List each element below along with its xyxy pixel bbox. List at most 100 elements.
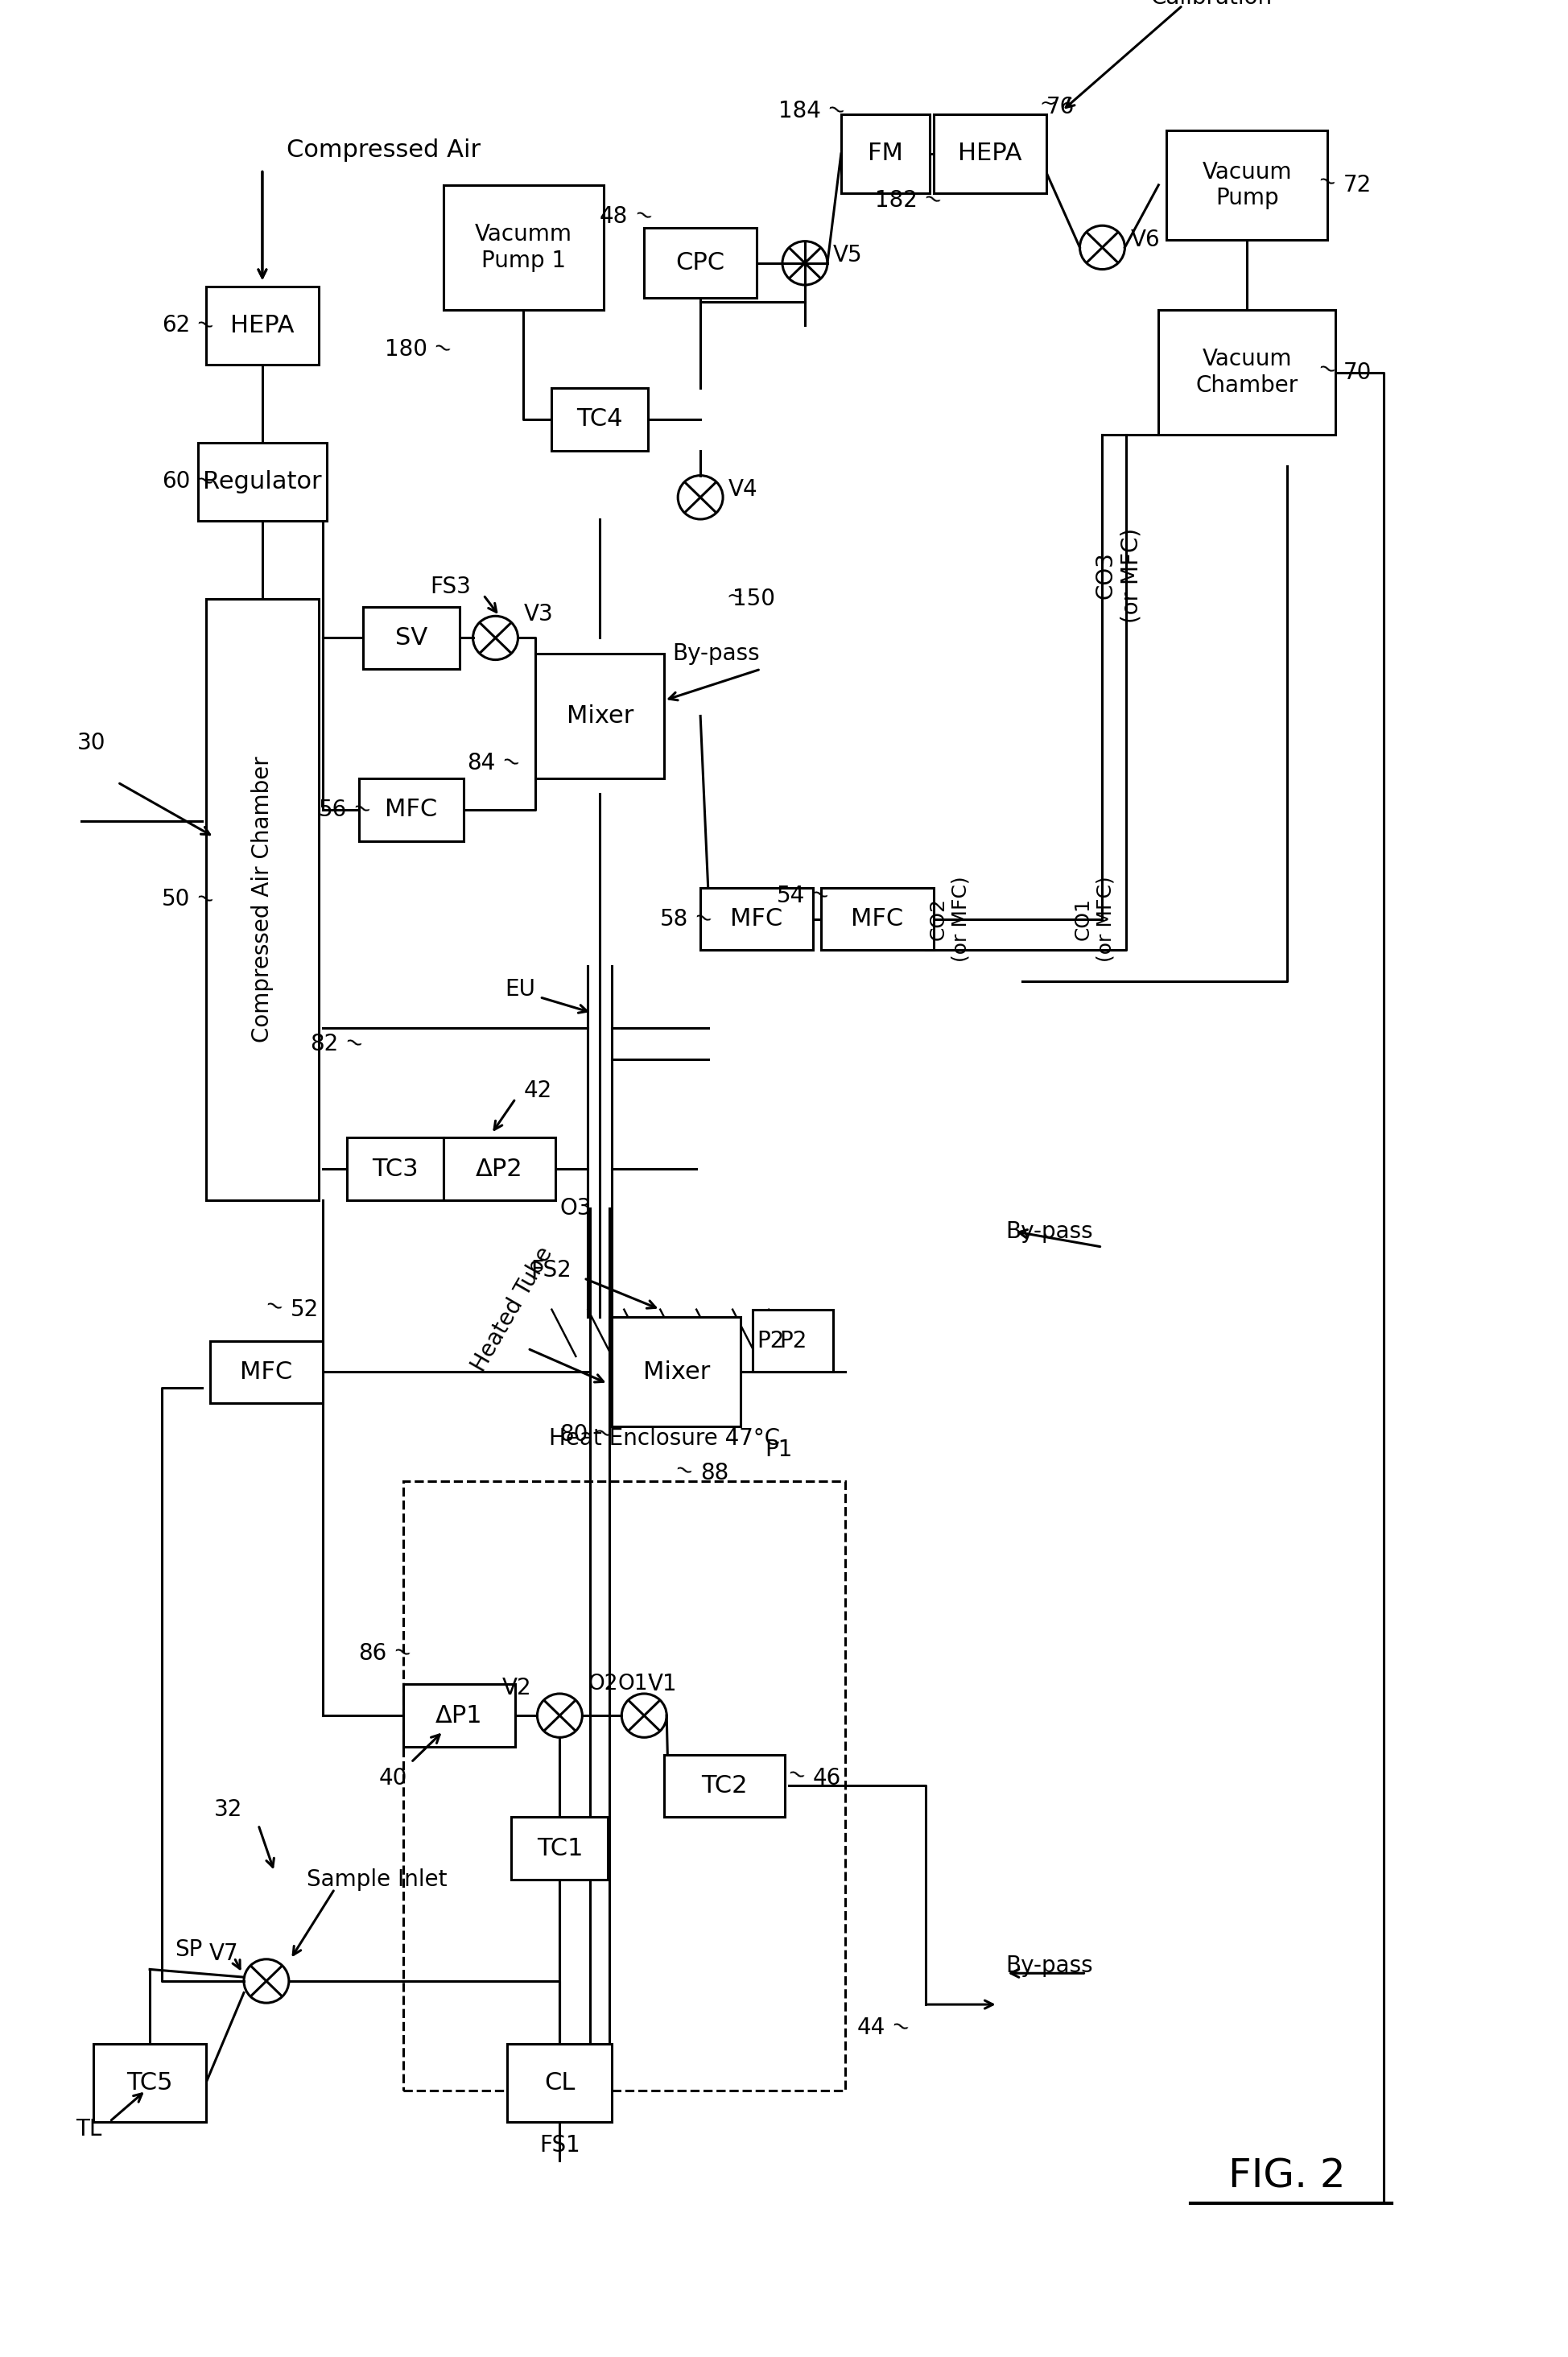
Text: SV: SV xyxy=(395,627,426,651)
Text: 48: 48 xyxy=(599,205,629,229)
Text: SP: SP xyxy=(174,1937,202,1961)
Text: ~: ~ xyxy=(887,2015,913,2041)
Text: TC2: TC2 xyxy=(701,1775,748,1798)
Text: Calibration: Calibration xyxy=(1151,0,1272,9)
Text: MFC: MFC xyxy=(731,907,782,931)
Bar xyxy=(444,184,604,309)
Text: 32: 32 xyxy=(213,1798,241,1820)
Bar xyxy=(612,1318,740,1426)
Text: FIG. 2: FIG. 2 xyxy=(1229,2157,1345,2197)
Text: Vacuum
Pump: Vacuum Pump xyxy=(1203,160,1292,210)
Text: EU: EU xyxy=(505,978,536,1002)
Text: HEPA: HEPA xyxy=(230,313,295,337)
Text: Sample Inlet: Sample Inlet xyxy=(307,1869,447,1890)
Text: 72: 72 xyxy=(1344,174,1372,196)
Text: ΔP1: ΔP1 xyxy=(436,1704,483,1728)
Text: ~: ~ xyxy=(193,886,218,912)
Text: Mixer: Mixer xyxy=(566,705,633,728)
Bar xyxy=(536,653,665,778)
Text: CO2
(or MFC): CO2 (or MFC) xyxy=(928,877,971,962)
Bar xyxy=(822,889,933,950)
Text: V1: V1 xyxy=(648,1673,677,1695)
Text: P2: P2 xyxy=(779,1329,806,1353)
Bar xyxy=(552,389,648,450)
Text: ~: ~ xyxy=(1040,94,1057,113)
Text: ~: ~ xyxy=(193,469,218,495)
Bar xyxy=(1159,309,1336,436)
Text: ~: ~ xyxy=(808,882,833,910)
Text: TC4: TC4 xyxy=(577,408,622,431)
Bar xyxy=(198,443,326,521)
Text: 58: 58 xyxy=(660,907,688,931)
Text: 30: 30 xyxy=(77,733,105,754)
Text: MFC: MFC xyxy=(851,907,903,931)
Bar xyxy=(644,229,757,299)
Bar xyxy=(840,115,930,193)
Bar xyxy=(753,1310,833,1372)
Bar xyxy=(508,2044,612,2121)
Bar xyxy=(1167,130,1328,240)
Text: Heat Enclosure 47°C: Heat Enclosure 47°C xyxy=(549,1428,779,1450)
Text: Heated Tube: Heated Tube xyxy=(467,1242,557,1376)
Text: By-pass: By-pass xyxy=(1005,1221,1093,1242)
Text: 180: 180 xyxy=(384,337,426,361)
Bar xyxy=(403,1685,516,1747)
Text: O2: O2 xyxy=(588,1673,618,1695)
Text: 52: 52 xyxy=(290,1299,318,1320)
Text: MFC: MFC xyxy=(240,1360,293,1384)
Text: TC5: TC5 xyxy=(127,2072,172,2095)
Bar xyxy=(359,778,463,841)
Text: V7: V7 xyxy=(209,1942,238,1966)
Bar xyxy=(511,1817,608,1879)
Bar xyxy=(665,1754,786,1817)
Text: 46: 46 xyxy=(812,1768,842,1789)
Text: V3: V3 xyxy=(524,603,554,625)
Text: ~: ~ xyxy=(342,1030,367,1058)
Text: FS1: FS1 xyxy=(539,2133,580,2157)
Bar xyxy=(347,1138,444,1200)
Text: CL: CL xyxy=(544,2072,575,2095)
Text: ~: ~ xyxy=(350,797,375,823)
Text: ~: ~ xyxy=(726,587,743,606)
Text: ~: ~ xyxy=(1314,356,1339,384)
Bar xyxy=(362,606,459,669)
Text: 42: 42 xyxy=(524,1080,552,1103)
Text: P1: P1 xyxy=(765,1438,792,1461)
Text: V6: V6 xyxy=(1131,229,1160,250)
Text: ~: ~ xyxy=(389,1638,414,1666)
Text: MFC: MFC xyxy=(384,799,437,820)
Text: 80: 80 xyxy=(560,1424,588,1445)
Text: ~: ~ xyxy=(1314,170,1339,196)
Text: ~: ~ xyxy=(784,1763,809,1789)
Text: 44: 44 xyxy=(856,2018,886,2039)
Text: 88: 88 xyxy=(701,1461,729,1485)
Text: 60: 60 xyxy=(162,471,190,493)
Text: ~: ~ xyxy=(430,335,455,363)
Text: V5: V5 xyxy=(833,245,862,266)
Text: TL: TL xyxy=(75,2119,102,2140)
Bar xyxy=(94,2044,205,2121)
Text: V2: V2 xyxy=(502,1676,532,1699)
Text: 40: 40 xyxy=(379,1768,408,1789)
Text: Vacuum
Chamber: Vacuum Chamber xyxy=(1196,349,1298,396)
Bar xyxy=(444,1138,555,1200)
Text: ~: ~ xyxy=(260,1294,287,1320)
Bar xyxy=(205,288,318,365)
Text: CPC: CPC xyxy=(676,252,724,276)
Text: 56: 56 xyxy=(318,799,347,820)
Text: Mixer: Mixer xyxy=(643,1360,710,1384)
Text: ~: ~ xyxy=(193,311,218,339)
Text: ~: ~ xyxy=(671,1457,696,1485)
Text: ~: ~ xyxy=(691,905,717,933)
Text: Compressed Air: Compressed Air xyxy=(287,139,480,163)
Bar xyxy=(701,889,812,950)
Bar xyxy=(403,1480,845,2091)
Text: 184: 184 xyxy=(778,99,822,123)
Text: 82: 82 xyxy=(310,1032,339,1056)
Text: O3: O3 xyxy=(560,1197,591,1219)
Text: O1': O1' xyxy=(618,1673,654,1695)
Text: TC1: TC1 xyxy=(536,1836,583,1860)
Text: CO3
(or MFC): CO3 (or MFC) xyxy=(1094,528,1143,622)
Text: HEPA: HEPA xyxy=(958,141,1022,165)
Text: FM: FM xyxy=(867,141,903,165)
